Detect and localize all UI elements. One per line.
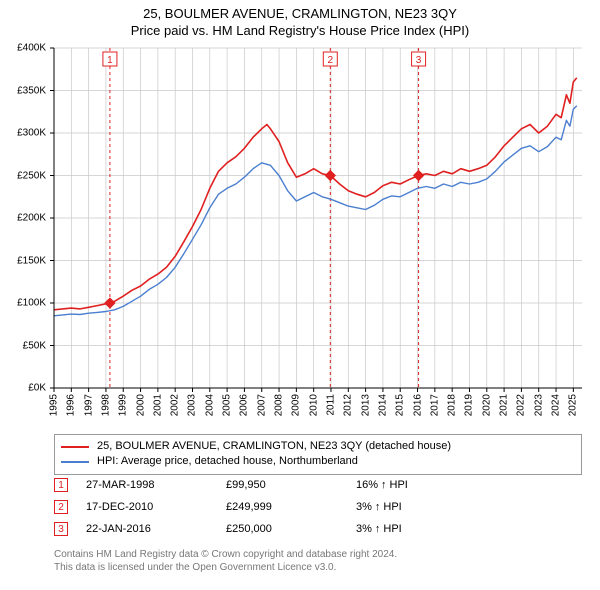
sale-price: £99,950 <box>226 479 356 491</box>
x-axis: 1995199619971998199920002001200220032004… <box>54 390 582 434</box>
x-tick-label: 2012 <box>343 394 354 416</box>
x-tick-label: 2022 <box>516 394 527 416</box>
legend-item: HPI: Average price, detached house, Nort… <box>61 454 575 469</box>
plot-svg: 1 2 3 <box>54 48 582 388</box>
plot-area: 1 2 3 <box>54 48 582 388</box>
x-tick-label: 2009 <box>291 394 302 416</box>
sale-date: 22-JAN-2016 <box>86 523 226 535</box>
x-tick-label: 2024 <box>551 394 562 416</box>
x-tick-label: 2021 <box>499 394 510 416</box>
x-tick-label: 2020 <box>481 394 492 416</box>
x-tick-label: 2003 <box>187 394 198 416</box>
x-tick-label: 2018 <box>447 394 458 416</box>
legend-item: 25, BOULMER AVENUE, CRAMLINGTON, NE23 3Q… <box>61 439 575 454</box>
x-tick-label: 1998 <box>100 394 111 416</box>
legend-label: 25, BOULMER AVENUE, CRAMLINGTON, NE23 3Q… <box>97 439 451 454</box>
x-tick-label: 2014 <box>377 394 388 416</box>
x-tick-label: 2007 <box>256 394 267 416</box>
x-tick-label: 2001 <box>152 394 163 416</box>
svg-text:2: 2 <box>328 55 334 66</box>
legend: 25, BOULMER AVENUE, CRAMLINGTON, NE23 3Q… <box>54 434 582 475</box>
x-tick-label: 1997 <box>83 394 94 416</box>
y-axis: £0K£50K£100K£150K£200K£250K£300K£350K£40… <box>0 48 50 388</box>
sale-marker: 3 <box>54 522 68 536</box>
title-address: 25, BOULMER AVENUE, CRAMLINGTON, NE23 3Q… <box>0 6 600 21</box>
attribution: Contains HM Land Registry data © Crown c… <box>54 548 582 574</box>
x-tick-label: 2025 <box>568 394 579 416</box>
y-tick-label: £250K <box>17 170 46 181</box>
arrow-up-icon: ↑ <box>375 523 381 535</box>
arrow-up-icon: ↑ <box>375 501 381 513</box>
x-tick-label: 1995 <box>49 394 60 416</box>
sale-date: 27-MAR-1998 <box>86 479 226 491</box>
svg-text:1: 1 <box>107 55 113 66</box>
sale-price: £250,000 <box>226 523 356 535</box>
sale-date: 17-DEC-2010 <box>86 501 226 513</box>
x-tick-label: 2008 <box>274 394 285 416</box>
x-tick-label: 2016 <box>412 394 423 416</box>
x-tick-label: 1999 <box>118 394 129 416</box>
legend-swatch <box>61 461 89 463</box>
x-tick-label: 2010 <box>308 394 319 416</box>
attribution-line1: Contains HM Land Registry data © Crown c… <box>54 548 582 561</box>
x-tick-label: 2017 <box>429 394 440 416</box>
sale-row: 1 27-MAR-1998£99,95016%↑HPI <box>54 474 582 496</box>
x-tick-label: 1996 <box>66 394 77 416</box>
sale-marker: 1 <box>54 478 68 492</box>
y-tick-label: £400K <box>17 43 46 54</box>
attribution-line2: This data is licensed under the Open Gov… <box>54 561 582 574</box>
y-tick-label: £350K <box>17 85 46 96</box>
sale-marker: 2 <box>54 500 68 514</box>
x-tick-label: 2023 <box>533 394 544 416</box>
legend-swatch <box>61 446 89 448</box>
chart-titles: 25, BOULMER AVENUE, CRAMLINGTON, NE23 3Q… <box>0 0 600 38</box>
sale-ratio: 3%↑HPI <box>356 523 446 535</box>
x-tick-label: 2004 <box>204 394 215 416</box>
x-tick-label: 2011 <box>325 394 336 416</box>
x-tick-label: 2005 <box>222 394 233 416</box>
y-tick-label: £50K <box>23 340 46 351</box>
sale-ratio: 3%↑HPI <box>356 501 446 513</box>
y-tick-label: £200K <box>17 213 46 224</box>
sale-row: 3 22-JAN-2016£250,0003%↑HPI <box>54 518 582 540</box>
arrow-up-icon: ↑ <box>381 479 387 491</box>
y-tick-label: £300K <box>17 128 46 139</box>
title-subtitle: Price paid vs. HM Land Registry's House … <box>0 23 600 38</box>
svg-text:3: 3 <box>416 55 422 66</box>
x-tick-label: 2006 <box>239 394 250 416</box>
sale-price: £249,999 <box>226 501 356 513</box>
legend-label: HPI: Average price, detached house, Nort… <box>97 454 358 469</box>
y-tick-label: £100K <box>17 298 46 309</box>
chart-container: 25, BOULMER AVENUE, CRAMLINGTON, NE23 3Q… <box>0 0 600 590</box>
sale-ratio: 16%↑HPI <box>356 479 446 491</box>
x-tick-label: 2015 <box>395 394 406 416</box>
x-tick-label: 2000 <box>135 394 146 416</box>
x-tick-label: 2002 <box>170 394 181 416</box>
y-tick-label: £150K <box>17 255 46 266</box>
sales-table: 1 27-MAR-1998£99,95016%↑HPI 2 17-DEC-2010£2… <box>54 474 582 540</box>
sale-row: 2 17-DEC-2010£249,9993%↑HPI <box>54 496 582 518</box>
x-tick-label: 2019 <box>464 394 475 416</box>
y-tick-label: £0K <box>28 383 46 394</box>
x-tick-label: 2013 <box>360 394 371 416</box>
